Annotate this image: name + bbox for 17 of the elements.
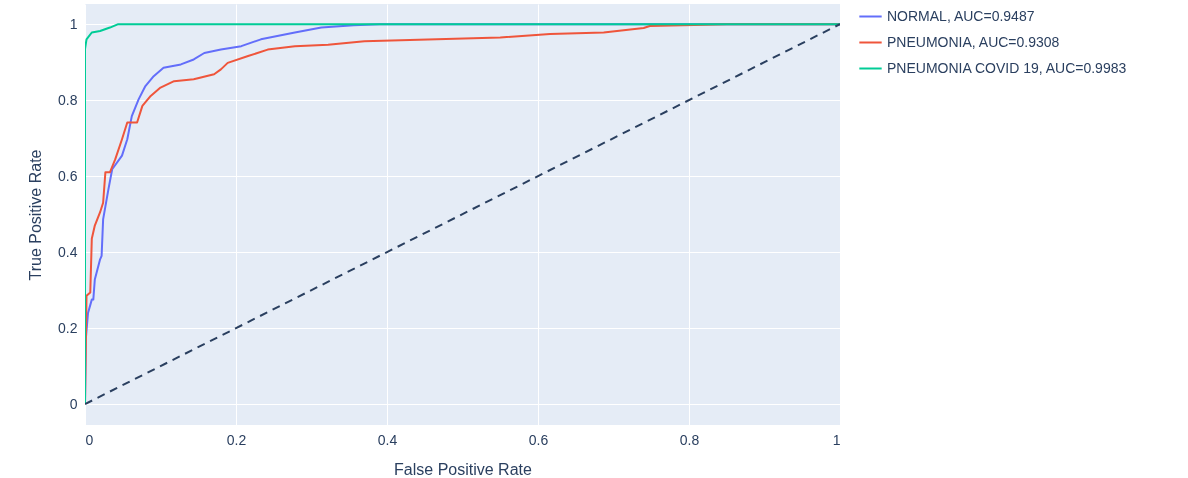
legend-label: NORMAL, AUC=0.9487: [887, 7, 1035, 24]
x-tick-label: 0.2: [226, 431, 247, 448]
x-tick-label: 0.8: [679, 431, 700, 448]
y-tick-label: 0.2: [58, 319, 78, 336]
y-tick-label: 0.6: [58, 167, 78, 184]
x-tick-label: 0.6: [528, 431, 549, 448]
x-tick-label: 1: [832, 431, 841, 448]
y-axis-title: True Positive Rate: [27, 149, 45, 281]
y-tick-label: 0.8: [58, 91, 78, 108]
y-tick-label: 0: [69, 395, 78, 412]
x-axis-title: False Positive Rate: [394, 460, 533, 478]
legend-label: PNEUMONIA, AUC=0.9308: [887, 33, 1060, 50]
y-tick-label: 0.4: [58, 243, 78, 260]
legend-label: PNEUMONIA COVID 19, AUC=0.9983: [887, 59, 1127, 76]
x-tick-label: 0.4: [377, 431, 398, 448]
y-tick-label: 1: [69, 15, 78, 32]
x-tick-label: 0: [85, 431, 94, 448]
